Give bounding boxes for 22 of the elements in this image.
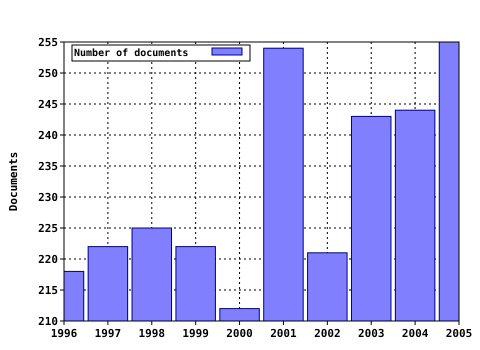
y-tick-label: 255 [38,36,58,49]
x-tick-label: 1998 [138,327,166,340]
y-tick-label: 215 [38,284,58,297]
x-tick-label: 1996 [50,327,78,340]
y-tick-label: 235 [38,160,58,173]
x-tick-label: 2002 [314,327,341,340]
y-tick-label: 250 [38,67,58,80]
y-tick-label: 220 [38,253,58,266]
x-tick-label: 2003 [358,327,384,340]
x-tick-label: 1997 [94,327,122,340]
y-axis-title: Documents [7,152,20,212]
x-tick-label: 2005 [446,327,472,340]
y-tick-label: 240 [38,129,58,142]
y-tick-label: 210 [38,315,58,328]
x-tick-label: 1999 [182,327,209,340]
y-tick-label: 225 [38,222,58,235]
y-tick-label: 230 [38,191,58,204]
x-tick-label: 2004 [402,327,429,340]
x-tick-label: 2000 [226,327,253,340]
y-tick-label: 245 [38,98,58,111]
x-tick-label: 2001 [270,327,298,340]
legend-label: Number of documents [74,48,188,59]
